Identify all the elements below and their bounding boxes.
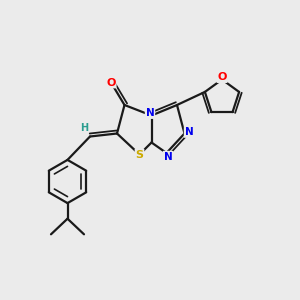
Text: O: O	[106, 77, 116, 88]
Text: S: S	[136, 149, 143, 160]
Text: N: N	[164, 152, 172, 162]
Text: H: H	[80, 123, 88, 133]
Text: N: N	[146, 108, 154, 118]
Text: N: N	[184, 127, 194, 137]
Text: O: O	[217, 72, 227, 82]
